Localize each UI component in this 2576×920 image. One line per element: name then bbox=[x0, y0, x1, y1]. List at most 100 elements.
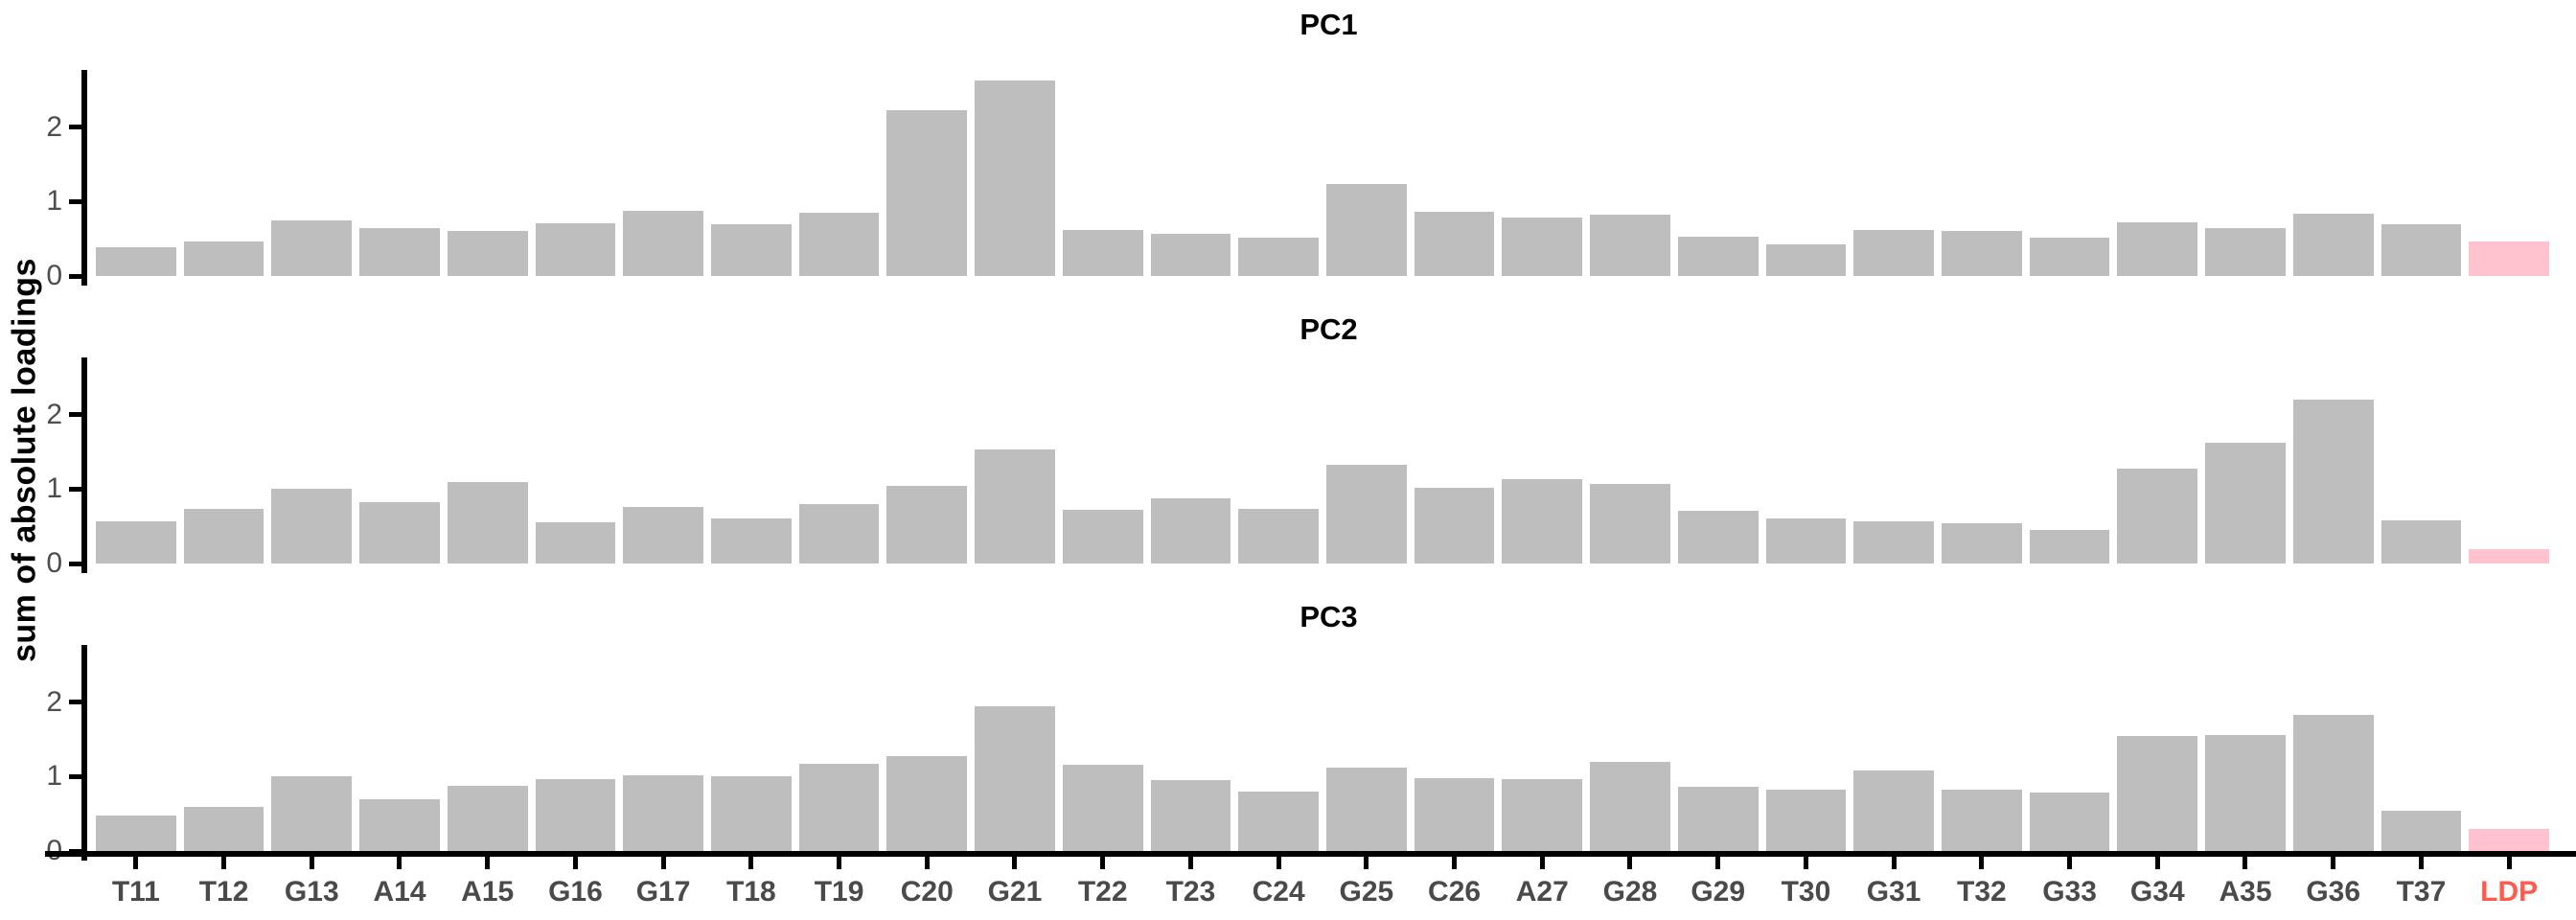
x-tick-cell-G31 bbox=[1853, 857, 1934, 869]
panel-PC3: PC3 0 1 2 bbox=[0, 575, 2576, 866]
x-tick-label-G31: G31 bbox=[1866, 876, 1921, 908]
bar-PC2-C20 bbox=[886, 486, 968, 564]
x-tick-label-T30: T30 bbox=[1781, 876, 1831, 908]
x-tick-cell-G28 bbox=[1590, 857, 1670, 869]
bar-PC1-G13 bbox=[271, 219, 353, 276]
bar-PC2-A14 bbox=[359, 502, 440, 564]
bar-PC2-T30 bbox=[1765, 518, 1847, 564]
x-tick-label-G29: G29 bbox=[1690, 876, 1746, 908]
plot-area-PC3: 0 1 2 bbox=[46, 645, 2576, 866]
bar-PC1-A14 bbox=[359, 228, 440, 276]
bar-PC3-C24 bbox=[1238, 791, 1319, 851]
bar-PC1-T37 bbox=[2380, 223, 2462, 276]
bar-PC3-LDP bbox=[2469, 828, 2549, 851]
facet-panels: PC1 0 1 2 PC2 0 1 2 PC3 0 1 2 bbox=[0, 0, 2576, 866]
bar-PC3-G33 bbox=[2029, 792, 2110, 851]
bar-PC2-T22 bbox=[1062, 510, 1143, 564]
x-tick-mark-G36 bbox=[2331, 857, 2336, 869]
bar-PC3-T11 bbox=[96, 815, 176, 851]
x-tick-mark-G17 bbox=[660, 857, 666, 869]
x-tick-mark-C20 bbox=[924, 857, 930, 869]
bar-PC3-A35 bbox=[2205, 734, 2286, 851]
panel-title-PC3: PC3 bbox=[1300, 600, 1358, 633]
x-tick-mark-G21 bbox=[1012, 857, 1018, 869]
x-tick-mark-T22 bbox=[1100, 857, 1106, 869]
bar-PC1-G29 bbox=[1677, 236, 1759, 276]
bar-PC2-C24 bbox=[1238, 509, 1319, 564]
bar-PC3-G17 bbox=[623, 774, 703, 851]
x-tick-label-T37: T37 bbox=[2396, 876, 2447, 908]
x-axis: T11 T12 G13 A14 A15 G16 G17 T18 T19 C20 G21 T22 T23 C… bbox=[0, 851, 2576, 920]
x-tick-label-G36: G36 bbox=[2306, 876, 2361, 908]
x-tick-label-G17: G17 bbox=[635, 876, 691, 908]
x-tick-label-C20: C20 bbox=[900, 876, 954, 908]
bar-PC3-G34 bbox=[2117, 736, 2198, 851]
x-tick-mark-G33 bbox=[2067, 857, 2073, 869]
bar-PC3-G21 bbox=[975, 705, 1055, 851]
x-tick-cell-LDP bbox=[2469, 857, 2549, 869]
bar-PC1-C20 bbox=[886, 109, 968, 276]
y-tick-label-1: 1 bbox=[46, 472, 62, 505]
bars-PC2 bbox=[96, 357, 2549, 564]
bar-PC2-T12 bbox=[183, 509, 264, 564]
y-axis-line bbox=[81, 70, 87, 286]
y-tick-label-2: 2 bbox=[46, 398, 62, 430]
bar-PC1-G16 bbox=[535, 222, 616, 276]
bar-PC2-G16 bbox=[535, 521, 616, 564]
x-tick-label-T23: T23 bbox=[1165, 876, 1216, 908]
x-tick-mark-A14 bbox=[397, 857, 402, 869]
x-tick-cell-A27 bbox=[1502, 857, 1582, 869]
x-tick-mark-T19 bbox=[837, 857, 842, 869]
bar-PC3-A15 bbox=[447, 786, 528, 851]
bar-PC3-G25 bbox=[1326, 768, 1407, 851]
x-tick-label-T19: T19 bbox=[814, 876, 864, 908]
y-axis-line bbox=[81, 645, 87, 861]
bar-PC1-T32 bbox=[1942, 230, 2022, 276]
bar-PC1-G25 bbox=[1326, 183, 1407, 276]
x-tick-cell-G21 bbox=[975, 857, 1055, 869]
x-tick-mark-T32 bbox=[1979, 857, 1985, 869]
bar-PC2-T37 bbox=[2380, 519, 2462, 564]
y-tick-mark-1 bbox=[69, 773, 81, 779]
y-tick-mark-2 bbox=[69, 700, 81, 705]
x-tick-label-A27: A27 bbox=[1515, 876, 1569, 908]
bars-PC1 bbox=[96, 70, 2549, 276]
bar-PC1-C24 bbox=[1238, 238, 1319, 276]
bar-PC1-LDP bbox=[2469, 242, 2549, 276]
x-tick-label-G13: G13 bbox=[284, 876, 339, 908]
bar-PC3-G13 bbox=[271, 776, 353, 851]
bar-PC3-G28 bbox=[1590, 761, 1670, 851]
x-tick-mark-G34 bbox=[2154, 857, 2160, 869]
y-tick-label-1: 1 bbox=[46, 185, 62, 218]
x-tick-cell-T18 bbox=[711, 857, 792, 869]
y-tick-mark-0 bbox=[69, 561, 81, 566]
bar-PC3-A14 bbox=[359, 799, 440, 851]
bar-PC1-T12 bbox=[183, 242, 264, 276]
panel-title-PC2: PC2 bbox=[1300, 312, 1358, 346]
x-tick-cell-A35 bbox=[2205, 857, 2286, 869]
x-tick-label-T18: T18 bbox=[726, 876, 776, 908]
x-tick-cell-T23 bbox=[1151, 857, 1231, 869]
bar-PC3-G16 bbox=[535, 779, 616, 851]
panel-title-PC1: PC1 bbox=[1300, 8, 1358, 41]
x-tick-cell-G36 bbox=[2293, 857, 2374, 869]
x-tick-mark-T23 bbox=[1187, 857, 1193, 869]
bar-PC2-G28 bbox=[1590, 483, 1670, 564]
x-tick-label-G25: G25 bbox=[1339, 876, 1394, 908]
x-tick-cell-T12 bbox=[184, 857, 264, 869]
panel-PC1: PC1 0 1 2 bbox=[0, 0, 2576, 291]
x-tick-mark-C26 bbox=[1452, 857, 1458, 869]
bar-PC3-T18 bbox=[711, 776, 792, 851]
x-tick-mark-G13 bbox=[309, 857, 314, 869]
x-tick-cell-T32 bbox=[1942, 857, 2022, 869]
bars-PC3 bbox=[96, 645, 2549, 851]
x-tick-mark-T12 bbox=[221, 857, 227, 869]
y-tick-label-0: 0 bbox=[46, 260, 62, 291]
x-tick-mark-A15 bbox=[485, 857, 491, 869]
y-tick-mark-0 bbox=[69, 273, 81, 279]
x-tick-mark-G28 bbox=[1627, 857, 1633, 869]
bar-PC2-T19 bbox=[798, 503, 880, 564]
bar-PC2-T18 bbox=[711, 518, 792, 564]
x-tick-label-T12: T12 bbox=[198, 876, 249, 908]
